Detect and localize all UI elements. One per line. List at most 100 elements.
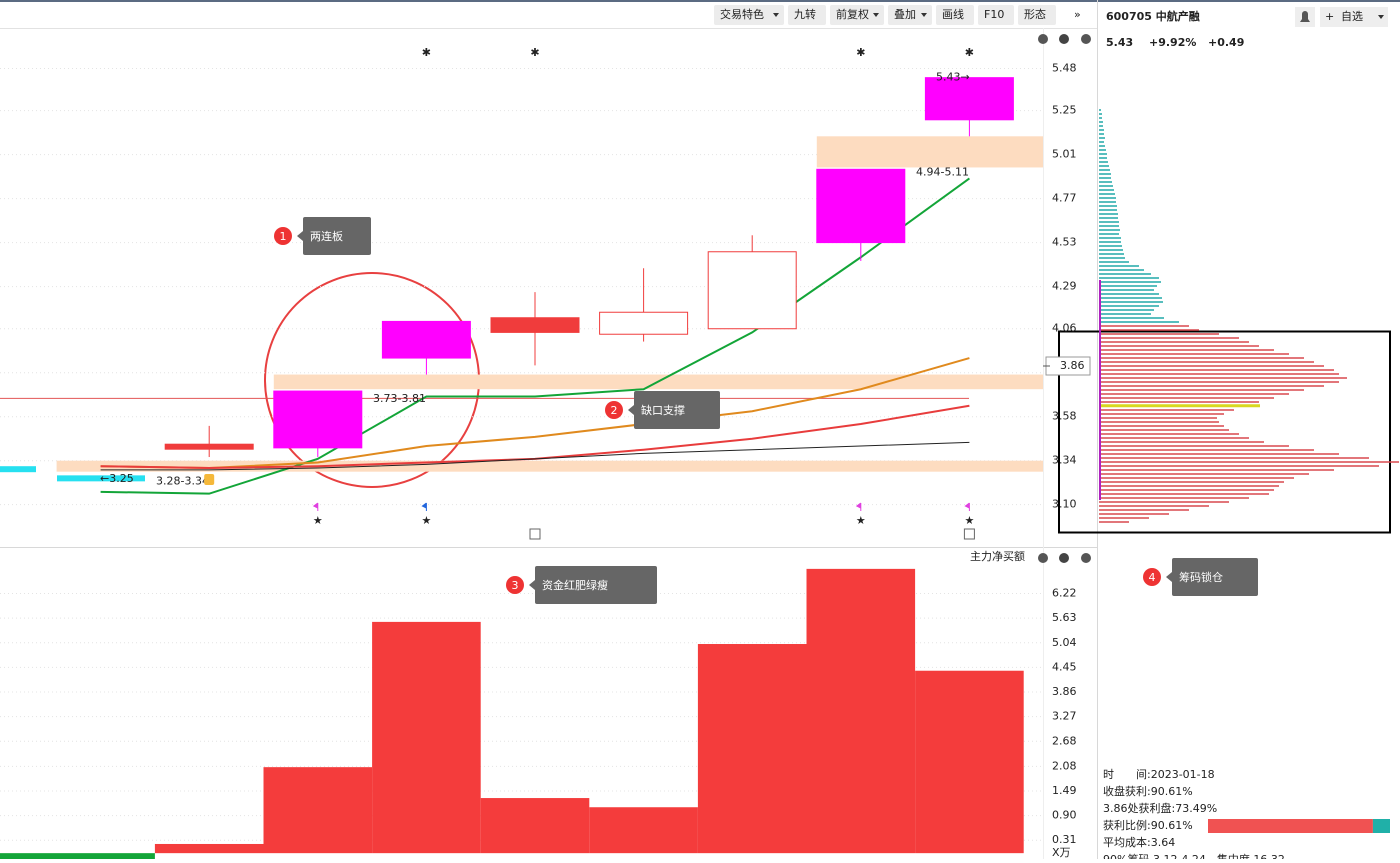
toolbar-button[interactable] (936, 5, 974, 25)
dropdown-arrow (921, 13, 927, 17)
flag-marker (421, 502, 427, 511)
watch-plus: + (1325, 10, 1334, 23)
info-line: 获利比例:90.61% (1103, 818, 1193, 832)
watch-button[interactable] (1320, 7, 1388, 27)
flow-tick-label: 3.86 (1052, 685, 1077, 698)
flow-tick-label: 6.22 (1052, 587, 1077, 600)
cyan-bar (57, 475, 145, 482)
price-tick-label: 4.06 (1052, 322, 1077, 335)
annotation-box (1172, 558, 1258, 596)
info-line: 时 间:2023-01-18 (1103, 768, 1215, 781)
info-line: 3.86处获利盘:73.49% (1103, 801, 1217, 815)
event-marker: ✱ (965, 46, 974, 59)
event-marker: ✱ (530, 46, 539, 59)
annotation-text: 筹码锁仓 (1179, 570, 1223, 584)
toolbar-button[interactable] (830, 5, 884, 25)
bell-icon (1300, 11, 1310, 22)
gap-label: 3.28-3.34 (156, 475, 209, 488)
annotation-text: 两连板 (310, 229, 343, 243)
toolbar-button-label[interactable]: 形态 (1024, 8, 1046, 21)
candle-body (707, 251, 797, 330)
toolbar-button[interactable] (1018, 5, 1056, 25)
event-marker: ✱ (856, 46, 865, 59)
news-icon (963, 528, 975, 540)
annotation-pointer (628, 405, 634, 415)
toolbar-button[interactable] (788, 5, 826, 25)
price-tick-label: 3.10 (1052, 498, 1077, 511)
gap-label: 3.73-3.81 (373, 392, 426, 405)
annotation-box (535, 566, 657, 604)
info-line: 90%筹码 3.12-4.24，集中度 16.32 (1103, 852, 1285, 859)
candle-body (273, 390, 363, 449)
annotation-badge (274, 227, 292, 245)
toolbar-button[interactable] (714, 5, 784, 25)
info-line: 收盘获利:90.61% (1103, 784, 1193, 798)
panel-icon (1081, 553, 1091, 563)
flow-bar (372, 621, 481, 854)
annotation-pointer (529, 580, 535, 590)
annotation-box (634, 391, 720, 429)
flag-marker (855, 502, 862, 511)
annotation-pointer (1166, 572, 1172, 582)
candle-body (924, 77, 1014, 121)
panel-icon (1081, 34, 1091, 44)
dropdown-arrow (773, 13, 779, 17)
candle-body (490, 317, 580, 333)
flow-bar (589, 807, 698, 854)
price-note: ←3.25 (100, 472, 134, 485)
flow-bar (697, 644, 807, 854)
loss-bar (1372, 819, 1390, 833)
moving-average (100, 441, 970, 471)
annotation-number: 1 (280, 230, 287, 243)
gap-zone (56, 460, 1044, 472)
toolbar-button-label[interactable]: 叠加 (894, 8, 916, 21)
price-note: 5.43→ (936, 71, 970, 84)
flag-marker (312, 502, 319, 511)
flow-bar (0, 853, 155, 860)
more-icon: » (1074, 8, 1081, 21)
annotation-box (303, 217, 371, 255)
toolbar-button-label[interactable]: 交易特色 (720, 7, 764, 21)
flow-tick-label: 2.08 (1052, 759, 1077, 772)
toolbar-button[interactable] (978, 5, 1014, 25)
price-tick-label: 5.48 (1052, 61, 1077, 74)
annotation-text: 资金红肥绿瘦 (542, 578, 608, 592)
flow-bar (915, 670, 1024, 854)
price-tick-label: 4.53 (1052, 236, 1077, 249)
moving-average (100, 177, 970, 495)
flow-tick-label: 3.27 (1052, 710, 1077, 723)
flow-bar (806, 568, 916, 854)
candle-body (599, 311, 689, 335)
price: 5.43 (1106, 36, 1133, 49)
flow-tick-label: 0.90 (1052, 809, 1077, 822)
toolbar-button-label[interactable]: 画线 (942, 7, 964, 21)
toolbar-button-label[interactable]: F10 (984, 8, 1004, 21)
flow-tick-label: 5.63 (1052, 611, 1077, 624)
annotation-badge (605, 401, 623, 419)
b-icon (204, 474, 215, 485)
cyan-bar (0, 466, 36, 473)
panel-icon (1059, 553, 1069, 563)
annotation-pointer (297, 231, 303, 241)
star-marker: ★ (856, 514, 866, 527)
watch-label[interactable]: 自选 (1341, 10, 1363, 23)
dropdown-arrow (873, 13, 879, 17)
flag-marker (964, 502, 970, 511)
crosshair-label: 3.86 (1060, 359, 1085, 372)
highlight-box (1058, 330, 1391, 534)
star-marker: ★ (421, 514, 431, 527)
candle-body (164, 443, 254, 450)
annotation-number: 2 (611, 404, 618, 417)
toolbar-button-label[interactable]: 前复权 (836, 7, 869, 21)
flow-tick-label: 4.45 (1052, 660, 1077, 673)
dropdown-arrow (1378, 15, 1384, 19)
toolbar-button[interactable] (888, 5, 932, 25)
flow-tick-label: 2.68 (1052, 734, 1077, 747)
candle-body (381, 320, 471, 359)
toolbar-button-label[interactable]: 九转 (794, 7, 816, 21)
flow-label: 主力净买额 (970, 549, 1025, 563)
moving-average (100, 357, 970, 470)
panel-icon (1038, 553, 1048, 563)
flow-bar (154, 843, 264, 854)
